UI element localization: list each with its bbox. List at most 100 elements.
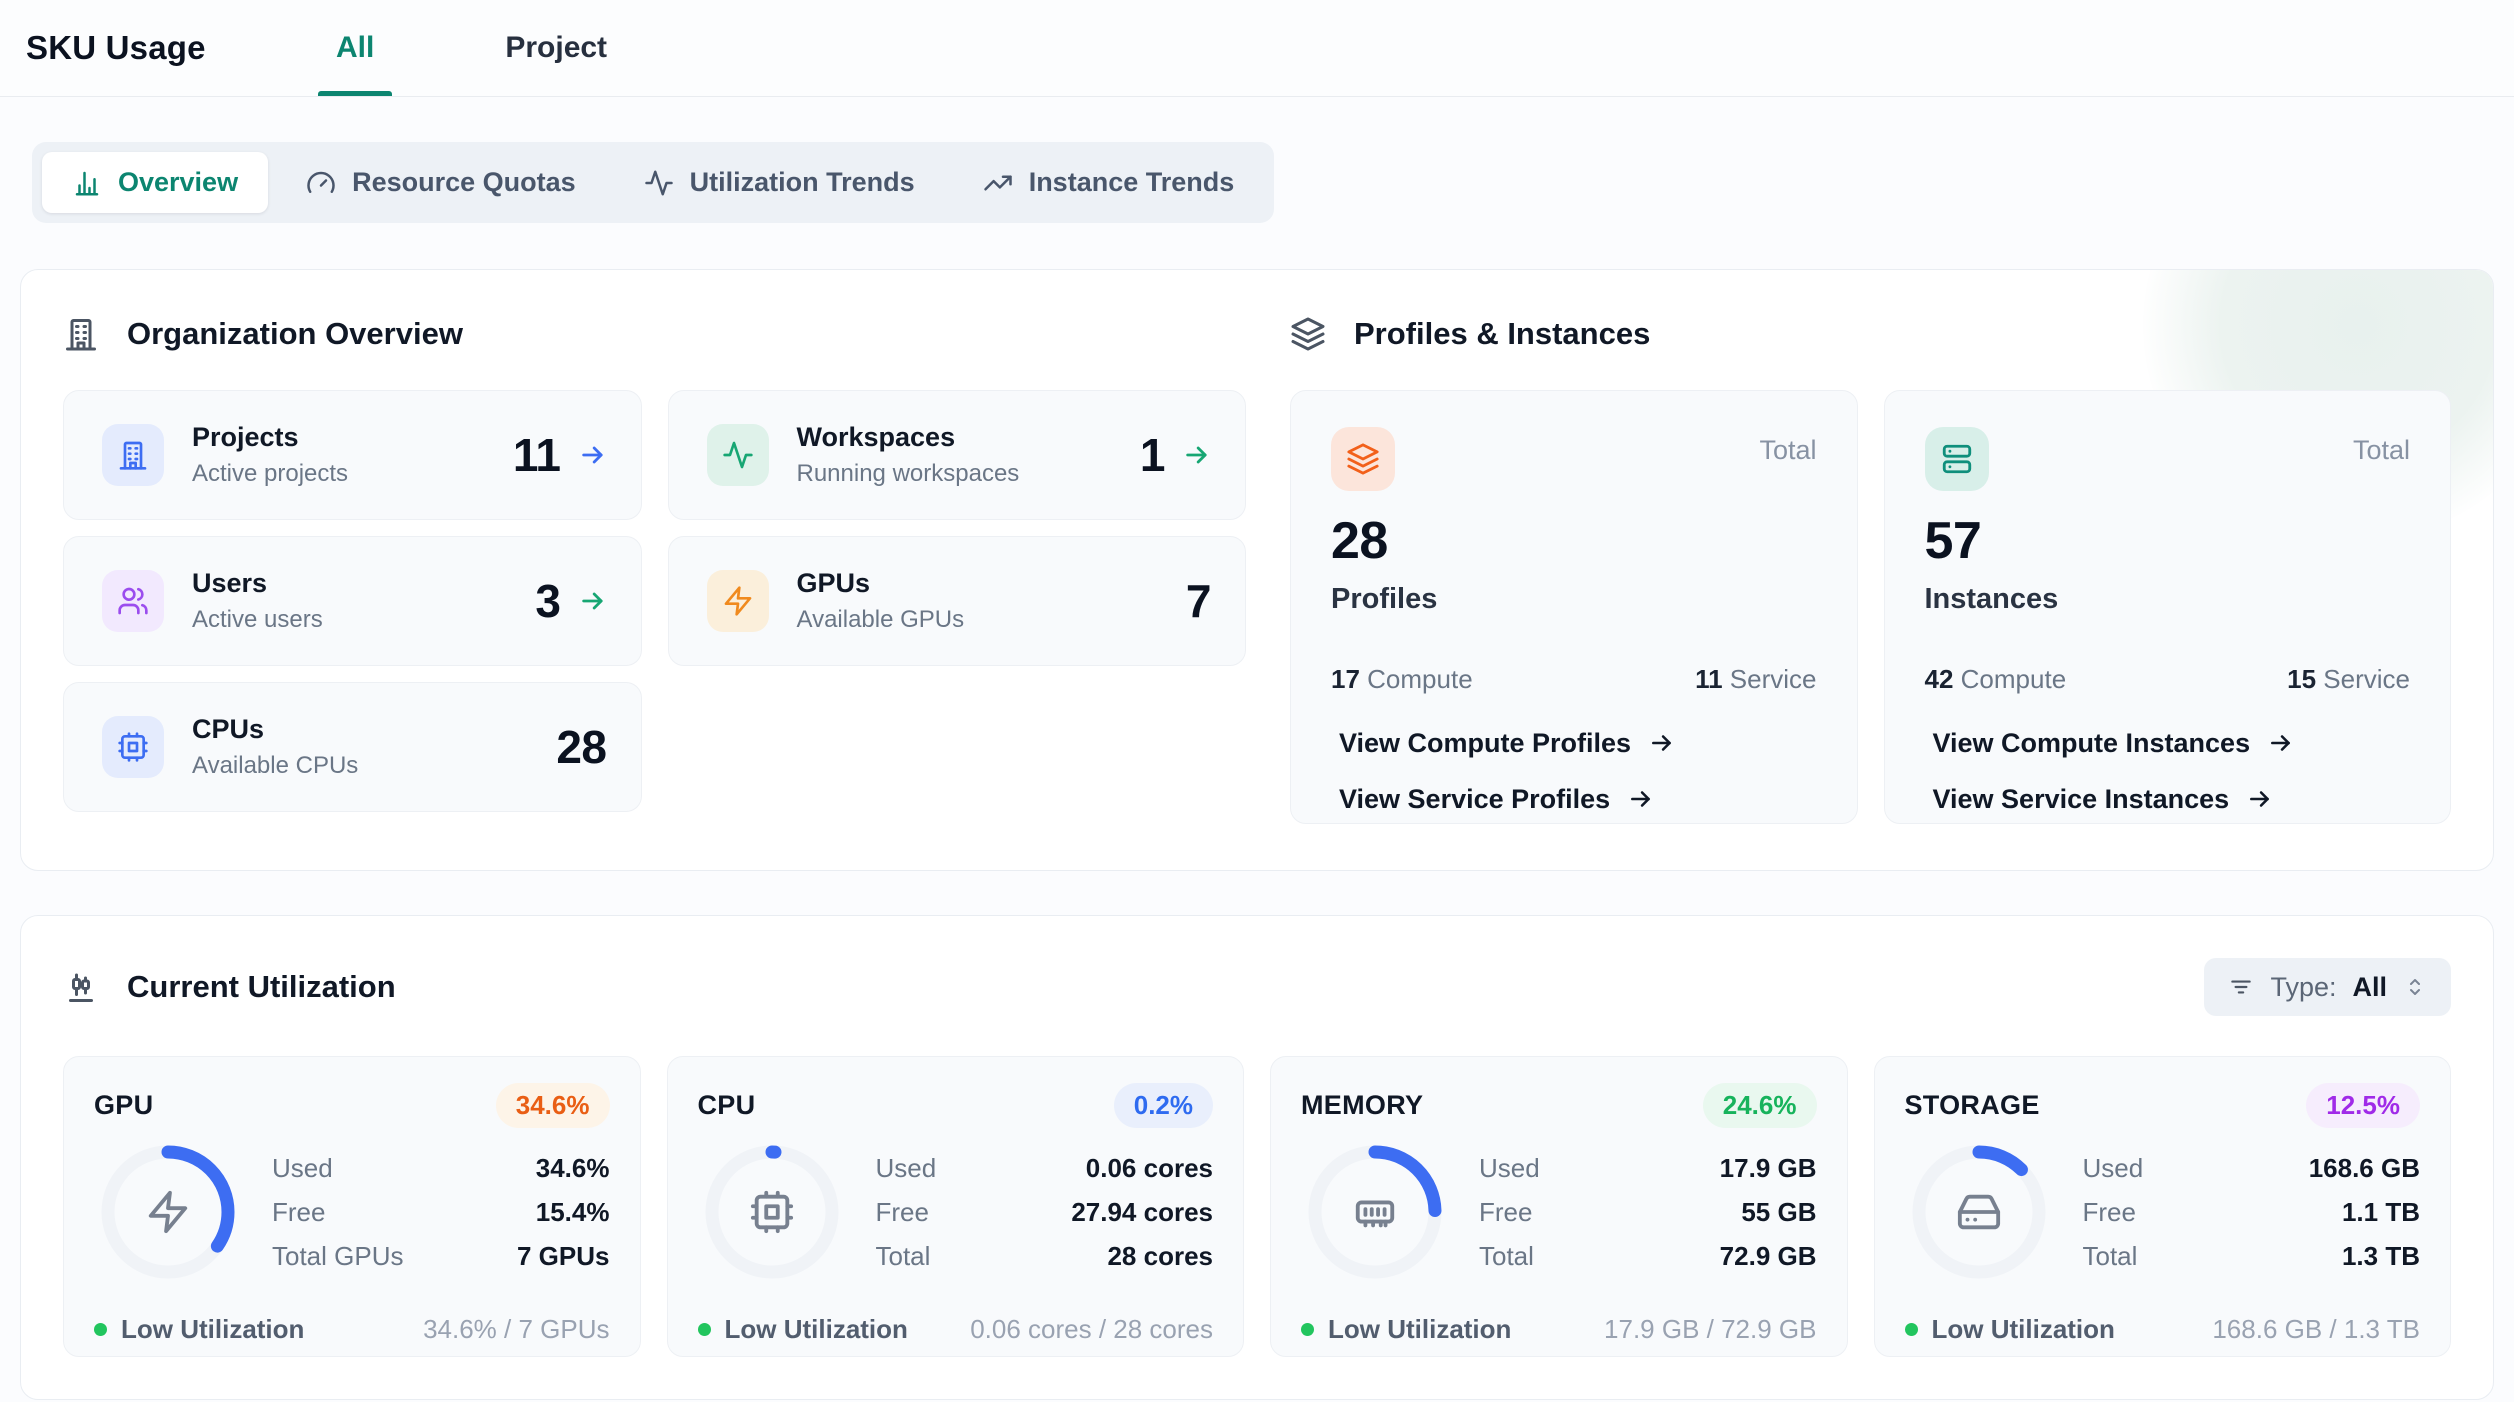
stat-row: Total GPUs7 GPUs	[272, 1234, 610, 1278]
users-count: 3	[535, 574, 560, 628]
current-utilization-panel: Current Utilization Type: All GPU 34.6%	[20, 915, 2494, 1400]
storage-donut	[1905, 1138, 2053, 1286]
tab-project[interactable]: Project	[487, 0, 625, 96]
filter-icon	[2228, 974, 2254, 1000]
workspaces-count: 1	[1140, 428, 1165, 482]
cpus-count: 28	[556, 720, 606, 774]
stat-row: Free55 GB	[1479, 1190, 1817, 1234]
arrow-right-icon	[1183, 441, 1211, 469]
status-label: Low Utilization	[725, 1314, 908, 1345]
card-subtitle: Available CPUs	[192, 752, 358, 780]
link-label: View Service Instances	[1933, 784, 2230, 815]
page-title: SKU Usage	[26, 29, 206, 67]
profiles-card: Total 28 Profiles 17 Compute 11 Service	[1290, 390, 1858, 824]
cpu-donut	[698, 1138, 846, 1286]
status-dot	[1905, 1323, 1918, 1336]
gauge-icon	[306, 168, 336, 198]
compute-label: Compute	[1367, 664, 1473, 694]
gpu-donut	[94, 1138, 242, 1286]
profiles-total: 28	[1331, 511, 1817, 571]
cpu-utilization-card: CPU 0.2% Used0.06 cores	[667, 1056, 1245, 1357]
stat-row: Used34.6%	[272, 1146, 610, 1190]
view-service-profiles-link[interactable]: View Service Profiles	[1339, 777, 1817, 821]
organization-overview-section: Organization Overview Projects Active pr…	[63, 314, 1246, 824]
card-title: Workspaces	[797, 422, 1020, 453]
link-label: View Service Profiles	[1339, 784, 1610, 815]
card-title: MEMORY	[1301, 1090, 1423, 1121]
stat-row: Free27.94 cores	[876, 1190, 1214, 1234]
service-count: 11	[1695, 664, 1723, 694]
subtab-instance-trends[interactable]: Instance Trends	[953, 152, 1265, 213]
total-label: Total	[1759, 435, 1816, 466]
status-label: Low Utilization	[121, 1314, 304, 1345]
card-title: GPU	[94, 1090, 153, 1121]
card-title: STORAGE	[1905, 1090, 2040, 1121]
memory-donut	[1301, 1138, 1449, 1286]
projects-count: 11	[513, 428, 561, 482]
card-subtitle: Running workspaces	[797, 460, 1020, 488]
gpu-utilization-card: GPU 34.6% Used34.6%	[63, 1056, 641, 1357]
org-cards-grid: Projects Active projects 11 W	[63, 390, 1246, 812]
top-header: SKU Usage All Project	[0, 0, 2514, 97]
view-service-instances-link[interactable]: View Service Instances	[1933, 777, 2411, 821]
utilization-badge: 34.6%	[496, 1083, 610, 1128]
profiles-label: Profiles	[1331, 583, 1817, 616]
card-title: GPUs	[797, 568, 965, 599]
status-label: Low Utilization	[1328, 1314, 1511, 1345]
subtab-resource-quotas[interactable]: Resource Quotas	[276, 152, 606, 213]
utilization-badge: 24.6%	[1703, 1083, 1817, 1128]
type-filter[interactable]: Type: All	[2204, 958, 2451, 1016]
activity-icon	[644, 168, 674, 198]
stat-row: Free15.4%	[272, 1190, 610, 1234]
tab-all[interactable]: All	[318, 0, 392, 96]
activity-icon	[707, 424, 769, 486]
link-label: View Compute Instances	[1933, 728, 2251, 759]
service-label: Service	[2323, 664, 2410, 694]
cpu-icon	[698, 1138, 846, 1286]
usage-summary: 34.6% / 7 GPUs	[423, 1314, 609, 1345]
workspaces-card[interactable]: Workspaces Running workspaces 1	[668, 390, 1247, 520]
stat-row: Free1.1 TB	[2083, 1190, 2421, 1234]
total-label: Total	[2353, 435, 2410, 466]
tab-all-label: All	[336, 31, 374, 65]
storage-utilization-card: STORAGE 12.5% Used168.6 GB	[1874, 1056, 2452, 1357]
subtab-resource-quotas-label: Resource Quotas	[352, 167, 576, 198]
users-card[interactable]: Users Active users 3	[63, 536, 642, 666]
stat-row: Total72.9 GB	[1479, 1234, 1817, 1278]
layers-icon	[1290, 316, 1326, 352]
card-title: CPU	[698, 1090, 756, 1121]
arrow-right-icon	[2247, 786, 2273, 812]
stat-row: Total28 cores	[876, 1234, 1214, 1278]
arrow-right-icon	[1649, 730, 1675, 756]
card-title: Users	[192, 568, 323, 599]
cpus-card: CPUs Available CPUs 28	[63, 682, 642, 812]
card-subtitle: Active users	[192, 606, 323, 634]
memory-utilization-card: MEMORY 24.6% Used17.9 GB	[1270, 1056, 1848, 1357]
usage-summary: 168.6 GB / 1.3 TB	[2212, 1314, 2420, 1345]
usage-summary: 17.9 GB / 72.9 GB	[1604, 1314, 1816, 1345]
arrow-right-icon	[579, 441, 607, 469]
compute-count: 17	[1331, 664, 1360, 694]
utilization-badge: 12.5%	[2306, 1083, 2420, 1128]
gpus-count: 7	[1186, 574, 1211, 628]
arrow-right-icon	[1628, 786, 1654, 812]
memory-stick-icon	[1301, 1138, 1449, 1286]
users-icon	[102, 570, 164, 632]
stat-row: Used17.9 GB	[1479, 1146, 1817, 1190]
zap-icon	[707, 570, 769, 632]
tab-project-label: Project	[505, 31, 607, 65]
subtab-overview[interactable]: Overview	[42, 152, 268, 213]
bar-chart-icon	[72, 168, 102, 198]
cpu-icon	[102, 716, 164, 778]
instances-total: 57	[1925, 511, 2411, 571]
view-compute-profiles-link[interactable]: View Compute Profiles	[1339, 721, 1817, 765]
view-compute-instances-link[interactable]: View Compute Instances	[1933, 721, 2411, 765]
subtab-utilization-trends[interactable]: Utilization Trends	[614, 152, 945, 213]
stat-row: Used0.06 cores	[876, 1146, 1214, 1190]
arrow-right-icon	[2268, 730, 2294, 756]
candlestick-chart-icon	[63, 969, 99, 1005]
utilization-cards-grid: GPU 34.6% Used34.6%	[63, 1056, 2451, 1357]
instances-label: Instances	[1925, 583, 2411, 616]
projects-card[interactable]: Projects Active projects 11	[63, 390, 642, 520]
service-label: Service	[1730, 664, 1817, 694]
